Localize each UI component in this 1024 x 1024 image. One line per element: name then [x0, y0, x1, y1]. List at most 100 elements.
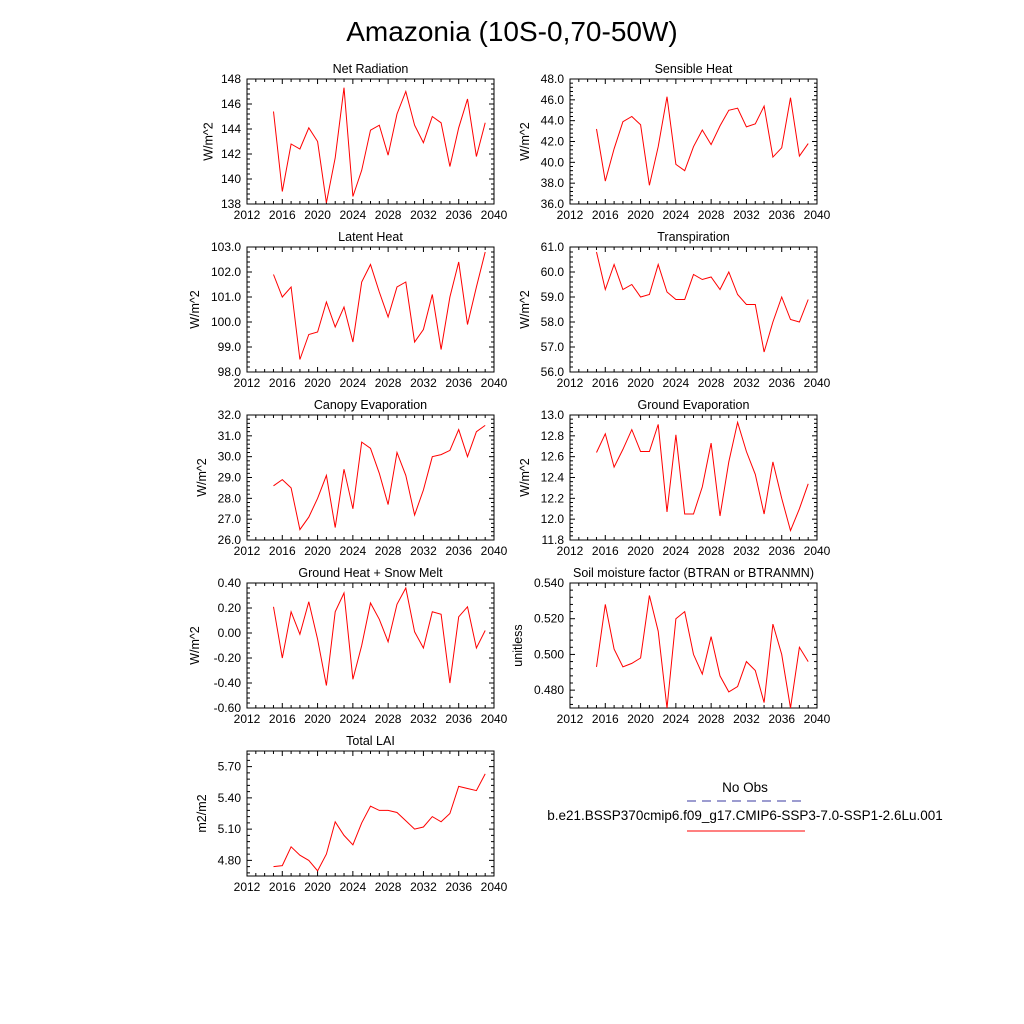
x-tick-label: 2024: [340, 376, 367, 390]
y-axis-label: W/m^2: [188, 290, 202, 329]
y-tick-label: 4.80: [218, 853, 242, 867]
x-tick-label: 2012: [234, 208, 261, 222]
x-tick-label: 2040: [804, 208, 831, 222]
y-tick-label: 0.520: [534, 612, 564, 626]
x-tick-label: 2032: [410, 880, 437, 894]
x-tick-label: 2016: [269, 544, 296, 558]
x-tick-label: 2024: [663, 544, 690, 558]
x-tick-label: 2024: [663, 208, 690, 222]
y-tick-label: 30.0: [218, 450, 242, 464]
y-tick-label: 0.20: [218, 601, 242, 615]
y-tick-label: 0.540: [534, 576, 564, 590]
series-line: [273, 251, 486, 360]
series-line: [273, 87, 486, 203]
x-tick-label: 2024: [340, 544, 367, 558]
x-tick-label: 2016: [592, 376, 619, 390]
plot-frame: [569, 582, 818, 709]
y-tick-label: 38.0: [541, 176, 565, 190]
y-tick-label: 60.0: [541, 265, 565, 279]
y-tick-label: 0.40: [218, 576, 242, 590]
panel-title: Ground Evaporation: [638, 398, 750, 412]
x-tick-label: 2024: [663, 376, 690, 390]
x-tick-label: 2020: [627, 208, 654, 222]
y-tick-label: 0.500: [534, 647, 564, 661]
y-tick-label: 144: [221, 122, 241, 136]
y-tick-label: 103.0: [211, 240, 241, 254]
series-line: [273, 773, 486, 872]
panel-soil-moisture-factor-btran-or-btranmn: Soil moisture factor (BTRAN or BTRANMN) 2…: [511, 566, 831, 726]
x-tick-label: 2040: [481, 544, 508, 558]
panel-sensible-heat: Sensible Heat 2012 2016 2020 2024 2028 2032 203…: [518, 62, 831, 222]
x-tick-label: 2020: [304, 376, 331, 390]
y-tick-label: 27.0: [218, 512, 242, 526]
x-tick-label: 2028: [375, 880, 402, 894]
y-tick-label: 56.0: [541, 365, 565, 379]
x-tick-label: 2028: [375, 544, 402, 558]
y-tick-label: 140: [221, 172, 241, 186]
x-tick-label: 2016: [592, 208, 619, 222]
x-tick-label: 2016: [592, 544, 619, 558]
y-tick-label: 28.0: [218, 491, 242, 505]
y-tick-label: 29.0: [218, 471, 242, 485]
panel-title: Transpiration: [657, 230, 730, 244]
x-tick-label: 2016: [269, 880, 296, 894]
y-tick-label: 142: [221, 147, 241, 161]
y-tick-label: 36.0: [541, 197, 565, 211]
x-tick-label: 2032: [733, 712, 760, 726]
y-tick-label: 12.0: [541, 512, 565, 526]
panel-title: Soil moisture factor (BTRAN or BTRANMN): [573, 566, 814, 580]
y-tick-label: 5.40: [218, 791, 242, 805]
x-tick-label: 2016: [269, 376, 296, 390]
y-axis-label: W/m^2: [188, 626, 202, 665]
panel-ground-evaporation: Ground Evaporation 2012 2016 2020 2024 2028 20…: [518, 398, 831, 558]
x-tick-label: 2036: [445, 376, 472, 390]
x-tick-label: 2032: [410, 208, 437, 222]
x-tick-label: 2012: [557, 712, 584, 726]
x-tick-label: 2020: [627, 712, 654, 726]
x-tick-label: 2012: [234, 880, 261, 894]
x-tick-label: 2040: [804, 376, 831, 390]
x-tick-label: 2028: [698, 376, 725, 390]
plot-frame: [246, 750, 495, 877]
x-tick-label: 2040: [481, 712, 508, 726]
panel-title: Latent Heat: [338, 230, 403, 244]
x-tick-label: 2012: [557, 208, 584, 222]
y-tick-label: 138: [221, 197, 241, 211]
x-tick-label: 2020: [627, 376, 654, 390]
x-tick-label: 2032: [410, 544, 437, 558]
plot-frame: [246, 78, 495, 205]
panel-title: Canopy Evaporation: [314, 398, 427, 412]
x-tick-label: 2028: [375, 712, 402, 726]
y-tick-label: 13.0: [541, 408, 565, 422]
series-line: [273, 586, 486, 686]
y-tick-label: 44.0: [541, 114, 565, 128]
plot-frame: [569, 246, 818, 373]
panel-title: Net Radiation: [333, 62, 409, 76]
x-tick-label: 2036: [445, 544, 472, 558]
y-tick-label: -0.20: [214, 651, 242, 665]
x-tick-label: 2016: [592, 712, 619, 726]
y-tick-label: 26.0: [218, 533, 242, 547]
series-line: [273, 424, 486, 531]
series-line: [596, 251, 809, 353]
y-tick-label: 12.2: [541, 491, 565, 505]
y-tick-label: 48.0: [541, 72, 565, 86]
x-tick-label: 2028: [698, 208, 725, 222]
x-tick-label: 2012: [234, 544, 261, 558]
x-tick-label: 2032: [733, 376, 760, 390]
x-tick-label: 2012: [557, 376, 584, 390]
plot-frame: [246, 582, 495, 709]
x-tick-label: 2040: [481, 376, 508, 390]
legend-case-label: b.e21.BSSP370cmip6.f09_g17.CMIP6-SSP3-7.…: [547, 808, 943, 823]
x-tick-label: 2024: [340, 880, 367, 894]
y-tick-label: 46.0: [541, 93, 565, 107]
panel-title: Ground Heat + Snow Melt: [298, 566, 443, 580]
y-tick-label: 98.0: [218, 365, 242, 379]
x-tick-label: 2028: [698, 544, 725, 558]
panels: Net Radiation 2012 2016 2020 2024 2028 2032 203…: [188, 62, 831, 894]
y-tick-label: 42.0: [541, 135, 565, 149]
x-tick-label: 2028: [698, 712, 725, 726]
series-line: [596, 96, 809, 186]
x-tick-label: 2036: [768, 544, 795, 558]
